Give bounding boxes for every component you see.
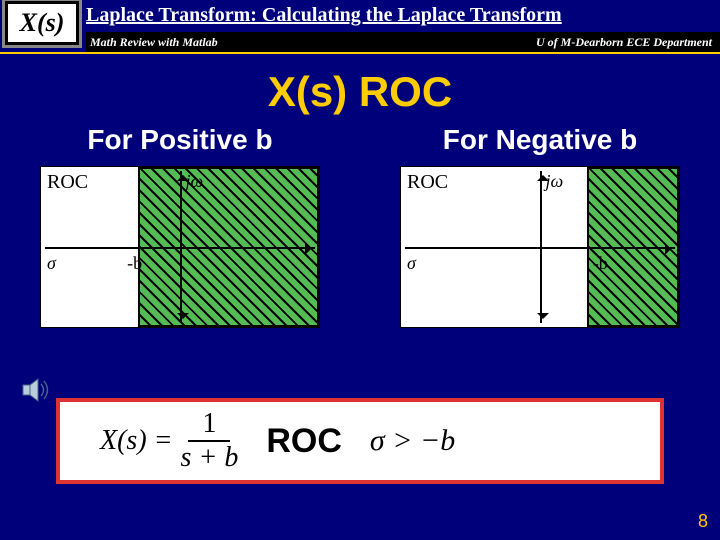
- roc-inequality: σ > −b: [370, 424, 455, 458]
- left-nb-label: -b: [127, 253, 142, 274]
- equation-fraction: 1 s + b: [181, 410, 239, 472]
- divider-rule: [0, 52, 720, 54]
- xs-badge: X(s): [8, 4, 76, 42]
- subbar-right-text: U of M-Dearborn ECE Department: [536, 35, 712, 50]
- sub-header-bar: Math Review with Matlab U of M-Dearborn …: [86, 32, 720, 52]
- slide-header-title: Laplace Transform: Calculating the Lapla…: [86, 4, 714, 27]
- left-heading: For Positive b: [40, 124, 320, 156]
- equation-numerator: 1: [188, 410, 230, 442]
- right-column: For Negative b ROC jω σ -b: [400, 124, 680, 328]
- speaker-icon: [22, 378, 50, 402]
- jw-axis-icon: [180, 171, 182, 323]
- formula-box: X(s) = 1 s + b ROC σ > −b: [56, 398, 664, 484]
- page-number: 8: [698, 511, 708, 532]
- equation-lhs: X(s) =: [100, 425, 173, 457]
- right-roc-plot: ROC jω σ -b: [400, 166, 680, 328]
- header-bar: X(s) Laplace Transform: Calculating the …: [0, 0, 720, 52]
- right-nb-tick: [587, 241, 589, 253]
- roc-label: ROC: [266, 422, 342, 461]
- left-column: For Positive b ROC jω σ -b: [40, 124, 320, 328]
- jw-axis-icon: [540, 171, 542, 323]
- left-nb-tick: [138, 241, 140, 253]
- equation-denominator: s + b: [181, 442, 239, 472]
- plot-columns: For Positive b ROC jω σ -b For Negative …: [0, 124, 720, 328]
- right-jw-label: jω: [546, 171, 564, 192]
- right-sigma-label: σ: [407, 253, 416, 274]
- equation: X(s) = 1 s + b: [100, 410, 238, 472]
- subbar-left-text: Math Review with Matlab: [90, 35, 218, 50]
- left-sigma-label: σ: [47, 253, 56, 274]
- right-roc-label: ROC: [407, 171, 448, 194]
- left-roc-label: ROC: [47, 171, 88, 194]
- right-heading: For Negative b: [400, 124, 680, 156]
- slide-title: X(s) ROC: [0, 68, 720, 116]
- right-nb-label: -b: [593, 253, 608, 274]
- left-jw-label: jω: [186, 171, 204, 192]
- left-roc-plot: ROC jω σ -b: [40, 166, 320, 328]
